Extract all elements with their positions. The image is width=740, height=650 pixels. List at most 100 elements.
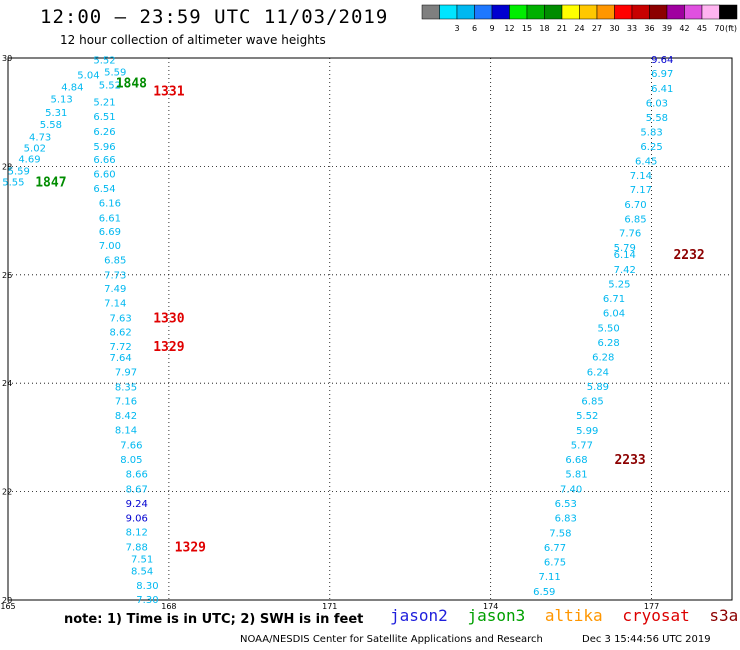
wave-height-label: 6.24 xyxy=(587,367,609,378)
legend-cryosat: cryosat xyxy=(622,606,690,625)
wave-height-label: 5.21 xyxy=(93,97,115,108)
y-tick-label: 28 xyxy=(2,162,12,171)
x-tick-label: 168 xyxy=(161,602,176,610)
wave-height-label: 7.72 xyxy=(109,342,131,353)
y-tick-label: 26 xyxy=(2,271,12,280)
footer-timestamp: Dec 3 15:44:56 UTC 2019 xyxy=(582,634,711,645)
y-tick-label: 20 xyxy=(2,596,12,605)
wave-height-label: 6.61 xyxy=(99,213,121,224)
wave-height-label: 9.64 xyxy=(651,55,673,66)
wave-height-label: 7.00 xyxy=(99,241,121,252)
scale-label: 9 xyxy=(489,24,494,33)
pass-time-label: 1329 xyxy=(175,540,206,555)
wave-height-label: 5.81 xyxy=(565,470,587,481)
scale-label: 27 xyxy=(592,24,602,33)
scale-label: 36 xyxy=(644,24,654,33)
y-tick-label: 24 xyxy=(2,379,12,388)
wave-height-label: 7.73 xyxy=(104,270,126,281)
wave-height-label: 6.83 xyxy=(555,514,577,525)
wave-height-label: 7.30 xyxy=(136,595,158,606)
wave-height-label: 7.40 xyxy=(560,484,582,495)
legend-s3a: s3a xyxy=(709,606,739,625)
wave-height-label: 8.66 xyxy=(126,470,148,481)
wave-height-label: 6.41 xyxy=(651,84,673,95)
wave-height-label: 6.70 xyxy=(624,200,646,211)
wave-height-label: 8.14 xyxy=(115,425,137,436)
satellite-legend: jason2 jason3 altika cryosat s3a xyxy=(390,606,740,625)
wave-height-label: 5.31 xyxy=(45,108,67,119)
wave-height-label: 5.58 xyxy=(40,120,62,131)
x-tick-label: 174 xyxy=(483,602,498,610)
wave-height-label: 8.35 xyxy=(115,382,137,393)
wave-height-label: 5.04 xyxy=(77,70,99,81)
x-tick-label: 165 xyxy=(0,602,15,610)
wave-height-label: 6.85 xyxy=(104,256,126,267)
scale-label: 18 xyxy=(539,24,549,33)
wave-height-label: 6.71 xyxy=(603,294,625,305)
scale-label: 42 xyxy=(679,24,689,33)
chart-subtitle: 12 hour collection of altimeter wave hei… xyxy=(60,33,326,47)
wave-height-label: 6.45 xyxy=(635,156,657,167)
wave-height-label: 7.51 xyxy=(131,554,153,565)
wave-height-label: 7.58 xyxy=(549,528,571,539)
y-tick-label: 30 xyxy=(2,54,12,63)
chart-title: 12:00 — 23:59 UTC 11/03/2019 xyxy=(40,6,389,28)
pass-time-label: 1329 xyxy=(153,340,184,355)
wave-height-label: 5.13 xyxy=(50,95,72,106)
color-scale-legend: 3 6 9 12 15 18 21 24 27 30 33 36 39 42 45 70 (ft) xyxy=(421,4,738,33)
wave-height-label: 8.12 xyxy=(126,528,148,539)
x-tick-label: 171 xyxy=(322,602,337,610)
wave-height-label: 6.85 xyxy=(624,214,646,225)
wave-height-label: 6.04 xyxy=(603,309,625,320)
wave-height-label: 5.99 xyxy=(576,426,598,437)
wave-height-label: 7.76 xyxy=(619,229,641,240)
wave-height-label: 5.52 xyxy=(99,81,121,92)
legend-jason3: jason3 xyxy=(467,606,526,625)
x-tick-label: 177 xyxy=(644,602,659,610)
wave-height-label: 6.69 xyxy=(99,227,121,238)
wave-height-label: 6.28 xyxy=(592,353,614,364)
wave-height-label: 4.84 xyxy=(61,83,83,94)
wave-height-label: 6.66 xyxy=(93,155,115,166)
wave-height-label: 7.88 xyxy=(126,542,148,553)
scale-swatch xyxy=(719,4,738,20)
wave-height-label: 7.42 xyxy=(614,265,636,276)
wave-height-label: 9.06 xyxy=(126,514,148,525)
wave-height-label: 5.50 xyxy=(598,323,620,334)
footer-note: note: 1) Time is in UTC; 2) SWH is in fe… xyxy=(64,612,364,627)
wave-height-label: 8.67 xyxy=(126,484,148,495)
y-tick-label: 22 xyxy=(2,488,12,497)
wave-height-label: 5.25 xyxy=(608,279,630,290)
wave-height-label: 5.55 xyxy=(2,178,24,189)
wave-height-label: 5.83 xyxy=(640,128,662,139)
wave-height-label: 5.79 xyxy=(614,243,636,254)
wave-height-label: 5.77 xyxy=(571,440,593,451)
wave-height-label: 8.62 xyxy=(109,328,131,339)
wave-height-label: 5.02 xyxy=(24,143,46,154)
pass-time-label: 1847 xyxy=(35,176,66,191)
wave-height-label: 6.16 xyxy=(99,199,121,210)
pass-time-label: 2232 xyxy=(673,248,704,263)
wave-height-label: 6.97 xyxy=(651,69,673,80)
wave-height-label: 7.11 xyxy=(539,572,561,583)
wave-height-label: 8.42 xyxy=(115,411,137,422)
scale-label: 24 xyxy=(574,24,584,33)
wave-height-label: 6.28 xyxy=(598,338,620,349)
scale-label: 12 xyxy=(504,24,514,33)
wave-height-label: 5.59 xyxy=(104,68,126,79)
wave-height-label: 7.17 xyxy=(630,185,652,196)
scale-label: 39 xyxy=(662,24,672,33)
wave-height-label: 7.14 xyxy=(104,298,126,309)
scale-label: 33 xyxy=(627,24,637,33)
wave-height-label: 6.51 xyxy=(93,112,115,123)
wave-height-label: 5.52 xyxy=(576,411,598,422)
wave-height-label: 7.66 xyxy=(120,440,142,451)
scale-label: 6 xyxy=(472,24,477,33)
scale-label: 3 xyxy=(454,24,459,33)
pass-time-label: 1331 xyxy=(153,85,184,100)
wave-height-label: 9.24 xyxy=(126,499,148,510)
scale-label: 21 xyxy=(557,24,567,33)
wave-height-label: 6.68 xyxy=(565,455,587,466)
plot-frame xyxy=(7,57,733,601)
wave-height-label: 7.97 xyxy=(115,367,137,378)
